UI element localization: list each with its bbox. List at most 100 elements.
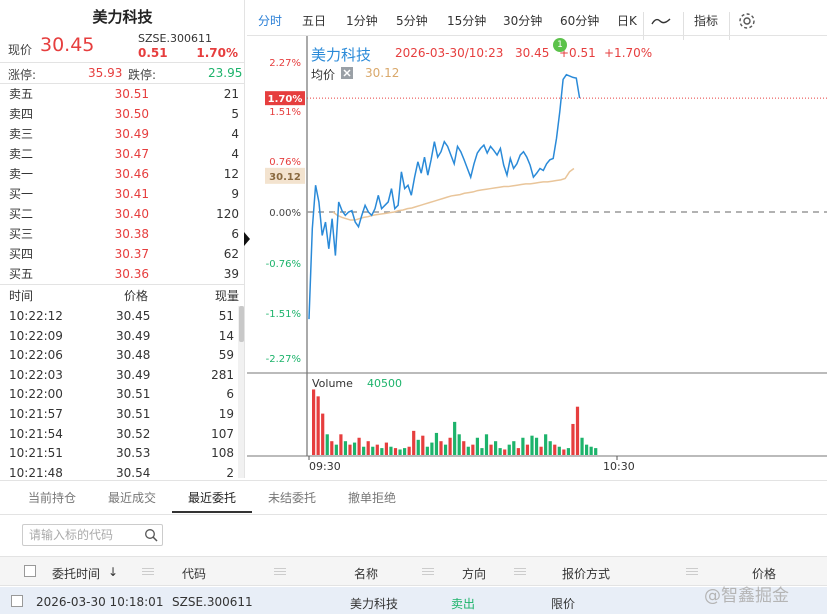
orderbook-row[interactable]: 卖四 30.50 5 [0,104,244,124]
tick-time: 10:21:57 [9,407,63,421]
orderbook-row[interactable]: 买一 30.41 9 [0,184,244,204]
tick-volume: 59 [218,348,234,363]
sort-down-icon[interactable]: ↓ [108,565,119,579]
divider [0,62,244,63]
tab-positions[interactable]: 当前持仓 [28,491,77,505]
row-checkbox[interactable] [11,595,23,607]
volume-bar [321,413,325,455]
orderbook-row[interactable]: 卖二 30.47 4 [0,144,244,164]
volume-bar [489,444,493,455]
volume-bar [498,448,502,455]
avg-tag [265,167,305,184]
tick-header-price: 价格 [124,289,149,303]
tab-daily-k[interactable]: 日K [617,14,637,28]
tab-15min[interactable]: 15分钟 [447,14,487,28]
indicator-button[interactable]: 指标 [694,14,719,28]
tick-volume: 107 [211,426,234,441]
volume-bar [352,442,357,455]
avg-tag-label: 30.12 [269,172,301,183]
gear-icon[interactable] [737,8,757,34]
orderbook-price: 30.40 [114,207,149,221]
scrollbar-thumb[interactable] [239,306,244,342]
orderbook-volume: 39 [223,267,239,281]
avg-price-line [332,167,575,221]
divider [643,12,644,40]
tick-row: 10:22:09 30.49 14 [0,326,238,346]
search-box[interactable] [22,524,163,546]
column-menu-icon[interactable] [274,568,286,576]
tab-5min[interactable]: 5分钟 [396,14,428,28]
orderbook-row[interactable]: 买二 30.40 120 [0,204,244,224]
column-menu-icon[interactable] [142,568,154,576]
col-price[interactable]: 价格 [752,567,777,581]
notification-badge[interactable]: 1 [553,38,567,52]
close-avg-icon[interactable] [341,67,353,79]
order-panel: 当前持仓 最近成交 最近委托 未结委托 撤单拒绝 委托时间 ↓ 代码 名称 方向… [0,480,827,614]
orders-table-header: 委托时间 ↓ 代码 名称 方向 报价方式 价格 [0,556,827,586]
col-time[interactable]: 委托时间 [52,567,101,581]
volume-bar [594,448,598,455]
volume-bar [430,442,434,455]
intraday-chart[interactable]: 2.27% 1.51% 0.76% 0.00% -0.76% -1.51% -2.27% 1.… [247,36,827,478]
select-all-checkbox[interactable] [24,565,36,577]
volume-bar [339,434,343,455]
table-row[interactable]: 2026-03-30 10:18:01 SZSE.300611 美力科技 卖出 … [0,587,827,614]
line-chart-icon[interactable] [650,8,676,34]
orderbook-price: 30.51 [114,87,149,101]
quote-panel: 美力科技 现价 30.45 SZSE.300611 0.51 1.70% 涨停:… [0,0,245,478]
search-input[interactable] [29,527,139,543]
volume-bar [334,444,338,455]
search-icon[interactable] [144,528,158,542]
orderbook-row[interactable]: 卖五 30.51 21 [0,84,244,104]
col-type[interactable]: 报价方式 [562,567,611,581]
column-menu-icon[interactable] [686,568,698,576]
tick-row: 10:22:03 30.49 281 [0,365,238,385]
chart-change-pct: +1.70% [604,46,653,60]
chart-svg[interactable]: 2.27% 1.51% 0.76% 0.00% -0.76% -1.51% -2.27% 1.… [247,36,827,478]
volume-bar [462,441,466,455]
tick-scrollbar[interactable] [238,306,244,478]
orderbook-level: 买四 [9,247,34,261]
tab-recent-orders[interactable]: 最近委托 [188,491,237,505]
column-menu-icon[interactable] [422,568,434,576]
col-direction[interactable]: 方向 [462,567,487,581]
row-name: 美力科技 [350,597,399,611]
tick-row: 10:21:51 30.53 108 [0,443,238,463]
period-tabs: 分时 五日 1分钟 5分钟 15分钟 30分钟 60分钟 日K 指标 [247,8,827,40]
tick-row: 10:22:12 30.45 51 [0,306,238,326]
volume-bar [371,446,375,455]
row-direction: 卖出 [451,597,476,611]
volume-bar [589,446,593,455]
tab-cancelled[interactable]: 撤单拒绝 [348,491,397,505]
tab-open-orders[interactable]: 未结委托 [268,491,317,505]
tab-60min[interactable]: 60分钟 [560,14,600,28]
tick-volume: 51 [218,309,234,323]
tab-5day[interactable]: 五日 [302,14,327,28]
tab-recent-trades[interactable]: 最近成交 [108,491,157,505]
volume-bar [539,446,543,455]
y-tick-label: 0.76% [269,157,301,168]
orderbook-row[interactable]: 卖三 30.49 4 [0,124,244,144]
column-menu-icon[interactable] [514,568,526,576]
orderbook-row[interactable]: 买五 30.36 39 [0,264,244,284]
collapse-arrow-icon[interactable] [244,232,250,246]
volume-bar [475,437,479,455]
tab-30min[interactable]: 30分钟 [503,14,543,28]
orderbook-level: 买一 [9,187,34,201]
orderbook-volume: 9 [231,187,239,201]
orderbook-volume: 6 [231,227,239,241]
y-tick-label: -1.51% [266,309,301,320]
orderbook-row[interactable]: 卖一 30.46 12 [0,164,244,184]
volume-bar [553,444,557,455]
col-name[interactable]: 名称 [354,567,379,581]
tab-fenshi[interactable]: 分时 [258,14,283,28]
volume-bar [530,435,534,455]
chart-change: +0.51 [559,46,596,60]
tick-price: 30.53 [116,446,151,461]
chart-title: 美力科技 [311,46,372,64]
volume-bar [407,446,411,455]
col-code[interactable]: 代码 [182,567,207,581]
tab-1min[interactable]: 1分钟 [346,14,378,28]
orderbook-row[interactable]: 买三 30.38 6 [0,224,244,244]
orderbook-row[interactable]: 买四 30.37 62 [0,244,244,264]
